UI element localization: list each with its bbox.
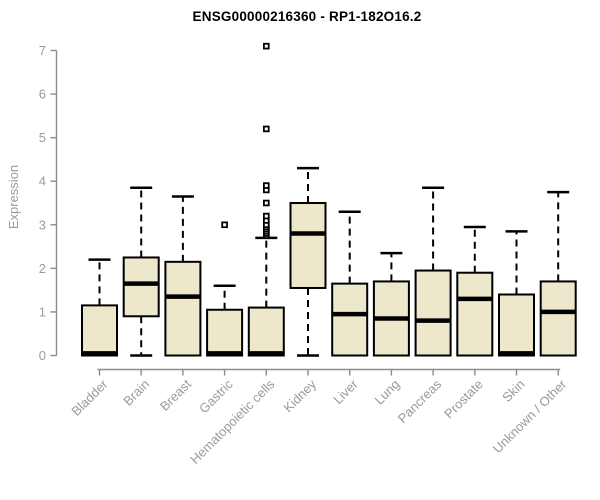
x-category-label: Pancreas <box>395 376 445 426</box>
x-category-label: Unknown / Other <box>490 376 570 456</box>
iqr-box <box>247 306 285 357</box>
outlier-point <box>262 42 270 50</box>
outlier-point <box>221 221 228 229</box>
iqr-box <box>206 308 244 357</box>
iqr-box <box>498 293 535 357</box>
x-category-label: Breast <box>157 376 194 413</box>
box-prostate <box>456 225 494 357</box>
x-category-label: Skin <box>499 377 527 405</box>
x-category-label: Brain <box>120 377 152 409</box>
y-tick-label: 5 <box>39 130 46 145</box>
iqr-box <box>539 280 577 357</box>
y-tick-label: 7 <box>39 43 46 58</box>
outlier-point <box>262 182 270 189</box>
x-category-label: Liver <box>330 376 361 407</box>
box-lung <box>372 251 410 357</box>
x-category-label: Bladder <box>68 376 111 419</box>
iqr-box <box>81 304 118 357</box>
chart-title: ENSG00000216360 - RP1-182O16.2 <box>192 9 422 24</box>
box-gastric <box>206 221 244 357</box>
x-category-label: Gastric <box>196 376 236 416</box>
iqr-box <box>122 256 160 318</box>
iqr-box <box>456 271 494 357</box>
box-unknown-other <box>539 190 577 357</box>
y-tick-label: 0 <box>39 348 46 363</box>
box-brain <box>122 186 160 357</box>
iqr-box <box>164 260 202 357</box>
y-axis: 0 1 2 3 4 5 6 7 <box>39 43 58 363</box>
y-tick-label: 2 <box>39 261 46 276</box>
outlier-point <box>262 212 270 220</box>
x-category-label: Kidney <box>280 376 319 415</box>
box-bladder <box>81 258 118 357</box>
outlier-point <box>262 199 270 207</box>
x-category-label: Lung <box>371 377 402 408</box>
iqr-box <box>331 282 369 357</box>
box-breast <box>164 195 202 357</box>
box-liver <box>331 210 369 357</box>
box-skin <box>498 230 535 357</box>
iqr-box <box>289 202 327 289</box>
box-hematopoietic-cells <box>247 42 285 357</box>
x-category-label: Prostate <box>441 377 486 422</box>
box-kidney <box>289 166 327 357</box>
y-tick-label: 4 <box>39 174 46 189</box>
y-tick-label: 3 <box>39 217 46 232</box>
iqr-box <box>414 269 452 357</box>
outlier-point <box>262 125 270 133</box>
y-tick-label: 1 <box>39 304 46 319</box>
box-pancreas <box>414 186 452 357</box>
y-tick-label: 6 <box>39 87 46 102</box>
